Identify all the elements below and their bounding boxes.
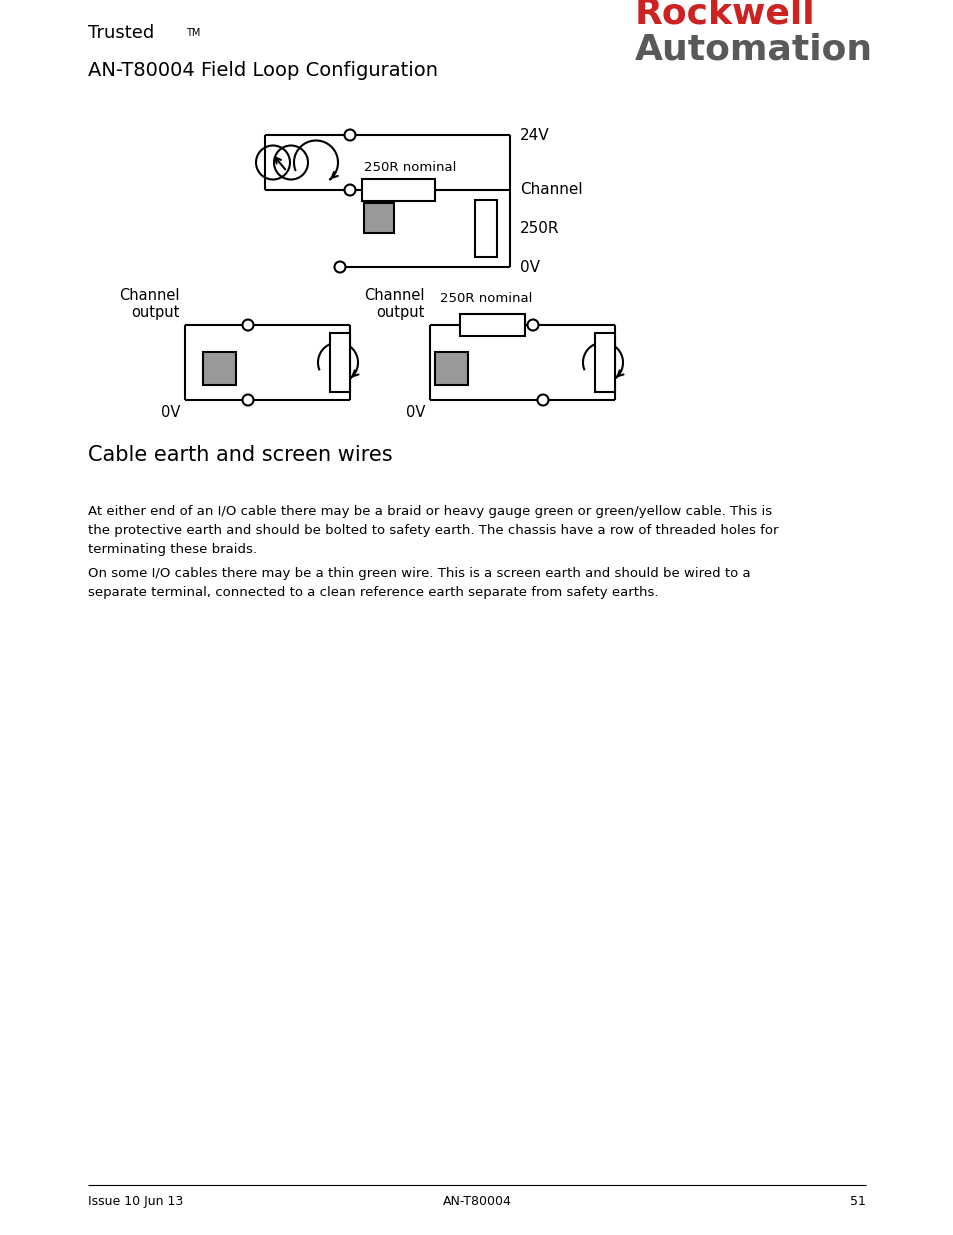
Text: 0V: 0V <box>405 405 424 420</box>
Bar <box>475 200 497 257</box>
Bar <box>435 352 468 385</box>
Text: Rockwell: Rockwell <box>635 0 815 30</box>
Bar <box>459 314 524 336</box>
Text: On some I/O cables there may be a thin green wire. This is a screen earth and sh: On some I/O cables there may be a thin g… <box>88 567 750 599</box>
Bar <box>361 179 435 201</box>
Circle shape <box>344 130 355 141</box>
Text: Automation: Automation <box>635 33 872 67</box>
Text: TM: TM <box>186 28 200 38</box>
Circle shape <box>537 394 548 405</box>
Text: Channel: Channel <box>519 183 582 198</box>
Circle shape <box>527 320 537 331</box>
Circle shape <box>344 184 355 195</box>
Bar <box>595 333 615 391</box>
Circle shape <box>242 320 253 331</box>
Text: 51: 51 <box>849 1195 865 1208</box>
Bar <box>364 203 394 233</box>
Text: 250R nominal: 250R nominal <box>364 161 456 174</box>
Text: Issue 10 Jun 13: Issue 10 Jun 13 <box>88 1195 183 1208</box>
Text: 0V: 0V <box>519 259 539 274</box>
Text: At either end of an I/O cable there may be a braid or heavy gauge green or green: At either end of an I/O cable there may … <box>88 505 778 556</box>
Text: AN-T80004 Field Loop Configuration: AN-T80004 Field Loop Configuration <box>88 61 437 80</box>
Text: 24V: 24V <box>519 127 549 142</box>
Text: Trusted: Trusted <box>88 23 154 42</box>
Text: Channel
output: Channel output <box>119 288 180 320</box>
Bar <box>330 333 350 391</box>
Text: Channel
output: Channel output <box>364 288 424 320</box>
Text: Cable earth and screen wires: Cable earth and screen wires <box>88 445 393 466</box>
Text: 0V: 0V <box>160 405 180 420</box>
Circle shape <box>242 394 253 405</box>
Bar <box>203 352 235 385</box>
Circle shape <box>335 262 345 273</box>
Text: AN-T80004: AN-T80004 <box>442 1195 511 1208</box>
Text: 250R: 250R <box>519 221 558 236</box>
Text: 250R nominal: 250R nominal <box>439 291 532 305</box>
